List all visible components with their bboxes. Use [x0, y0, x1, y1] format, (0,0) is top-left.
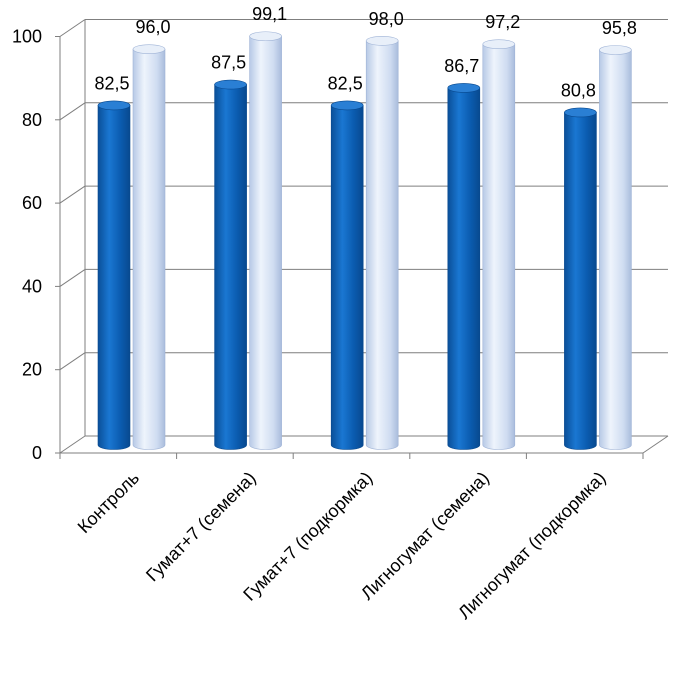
bar-top — [132, 44, 166, 54]
y-tick-label: 20 — [22, 360, 42, 380]
bar-top — [564, 107, 597, 118]
bar-body — [447, 87, 481, 450]
bar-top — [214, 79, 247, 90]
bar-top — [482, 39, 516, 49]
bar-body — [564, 112, 597, 450]
y-tick-label: 0 — [32, 443, 42, 463]
data-label: 99,1 — [252, 4, 287, 24]
y-tick-label: 60 — [22, 193, 42, 213]
bar-body — [482, 43, 516, 450]
y-tick-label: 80 — [22, 110, 42, 130]
data-label: 96,0 — [135, 17, 170, 37]
bar — [249, 31, 282, 450]
bar — [97, 100, 131, 450]
bar — [365, 36, 399, 450]
bar — [330, 100, 364, 450]
bar — [132, 44, 166, 450]
bar-top — [447, 83, 481, 93]
gridline-depth — [59, 352, 86, 371]
bar-top — [97, 100, 131, 111]
data-label: 98,0 — [369, 9, 404, 29]
bar — [214, 79, 247, 450]
data-label: 86,7 — [444, 56, 479, 76]
bar-top — [249, 31, 282, 42]
bar — [482, 39, 516, 450]
y-tick-label: 40 — [22, 276, 42, 296]
data-label: 87,5 — [211, 53, 246, 73]
bar — [564, 107, 597, 450]
bar-body — [330, 105, 364, 450]
bar — [599, 45, 632, 450]
data-label: 97,2 — [485, 12, 520, 32]
data-label: 95,8 — [602, 18, 637, 38]
gridline-depth — [59, 19, 86, 37]
bar-body — [249, 35, 282, 450]
bar-body — [132, 48, 166, 450]
data-label: 82,5 — [94, 73, 129, 93]
bar-body — [365, 40, 399, 450]
bar-top — [365, 36, 399, 46]
y-tick-label: 100 — [12, 27, 42, 47]
bar — [447, 83, 481, 450]
data-label: 80,8 — [561, 80, 596, 100]
gridline-depth — [59, 185, 86, 204]
x-category-label: Лигногумат (семена) — [357, 468, 493, 604]
bar-body — [599, 49, 632, 450]
x-category-label: Гумат+7 (семена) — [142, 468, 260, 586]
bar-body — [214, 84, 247, 450]
gridline-depth — [59, 435, 86, 454]
x-category-label: Контроль — [74, 468, 143, 537]
bar-top — [599, 45, 632, 55]
floor-right-edge — [642, 435, 669, 454]
bar-body — [97, 105, 131, 450]
x-category-label: Гумат+7 (подкормка) — [239, 468, 376, 605]
gridline-depth — [59, 268, 86, 287]
gridline-depth — [59, 102, 86, 121]
bar-top — [330, 100, 364, 111]
data-label: 82,5 — [328, 73, 363, 93]
